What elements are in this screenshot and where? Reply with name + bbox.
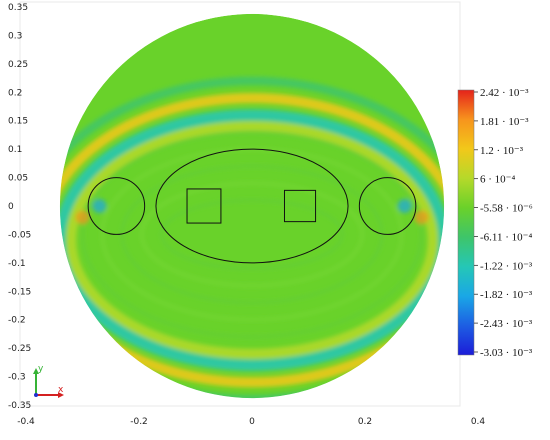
axes-triad: y x — [33, 364, 64, 398]
triad-y-label: y — [38, 364, 44, 374]
triad-x-label: x — [58, 385, 64, 395]
y-tick-label: 0.05 — [8, 174, 28, 184]
colorbar-label: -1.22 · 10⁻³ — [480, 260, 533, 272]
colorbar-label: -2.43 · 10⁻³ — [480, 318, 533, 330]
outline-square — [283, 189, 317, 223]
y-tick-label: 0.2 — [8, 88, 22, 98]
x-tick-label: 0 — [249, 417, 255, 427]
ripple — [160, 198, 344, 271]
colorbar-label: 6 · 10⁻⁴ — [480, 174, 515, 186]
y-tick-label: 0 — [8, 202, 14, 212]
hot-spot — [414, 210, 429, 225]
colorbar-label: 2.42 · 10⁻³ — [480, 87, 529, 99]
outline-ellipse — [155, 148, 349, 264]
outline-ellipse — [358, 177, 417, 235]
ripple — [81, 130, 423, 339]
hot-spot — [75, 210, 90, 225]
y-tick-label: -0.35 — [8, 401, 31, 411]
triad-x-arrow — [58, 392, 64, 398]
field-background — [59, 13, 445, 399]
y-tick-label: -0.25 — [8, 344, 31, 354]
y-tick-label: -0.1 — [8, 259, 26, 269]
outline-square — [186, 188, 222, 224]
ripple — [120, 164, 384, 305]
y-tick-label: 0.35 — [8, 3, 28, 13]
triad-z-axis — [34, 393, 38, 397]
x-axis-ticks: -0.4 -0.2 0 0.2 0.4 — [17, 417, 485, 427]
colorbar-label: -1.82 · 10⁻³ — [480, 289, 533, 301]
triad-y-arrow — [33, 368, 39, 374]
wave-band — [59, 76, 445, 399]
y-tick-label: -0.15 — [8, 287, 31, 297]
x-tick-label: 0.2 — [358, 417, 372, 427]
colorbar-label: 1.81 · 10⁻³ — [480, 116, 529, 128]
y-tick-label: 0.1 — [8, 145, 22, 155]
colorbar — [457, 89, 475, 356]
ripple — [140, 181, 364, 288]
hot-spot — [92, 199, 107, 213]
y-tick-label: -0.2 — [8, 316, 26, 326]
y-tick-label: 0.3 — [8, 31, 22, 41]
outline-ellipse — [87, 177, 146, 235]
colorbar-label: -5.58 · 10⁻⁶ — [480, 203, 533, 215]
y-tick-label: -0.3 — [8, 373, 26, 383]
x-tick-label: -0.2 — [130, 417, 148, 427]
wave-band — [66, 121, 438, 359]
y-axis-ticks: 0.35 0.3 0.25 0.2 0.15 0.1 0.05 0 -0.05 -0.1 -0.15… — [8, 3, 31, 411]
colorbar-label: -3.03 · 10⁻³ — [480, 347, 533, 359]
y-tick-label: 0.25 — [8, 60, 28, 70]
colorbar-labels: 2.42 · 10⁻³ 1.81 · 10⁻³ 1.2 · 10⁻³ 6 · 10⁻⁴… — [474, 87, 533, 359]
y-tick-label: 0.15 — [8, 117, 28, 127]
x-tick-label: -0.4 — [17, 417, 35, 427]
x-tick-label: 0.4 — [471, 417, 486, 427]
y-tick-label: -0.05 — [8, 230, 31, 240]
wave-band — [59, 109, 445, 371]
geometry-outlines — [87, 148, 417, 264]
colorbar-label: 1.2 · 10⁻³ — [480, 145, 524, 157]
colorbar-label: -6.11 · 10⁻⁴ — [480, 231, 532, 243]
wave-band — [59, 92, 445, 388]
hot-spot — [397, 199, 412, 213]
